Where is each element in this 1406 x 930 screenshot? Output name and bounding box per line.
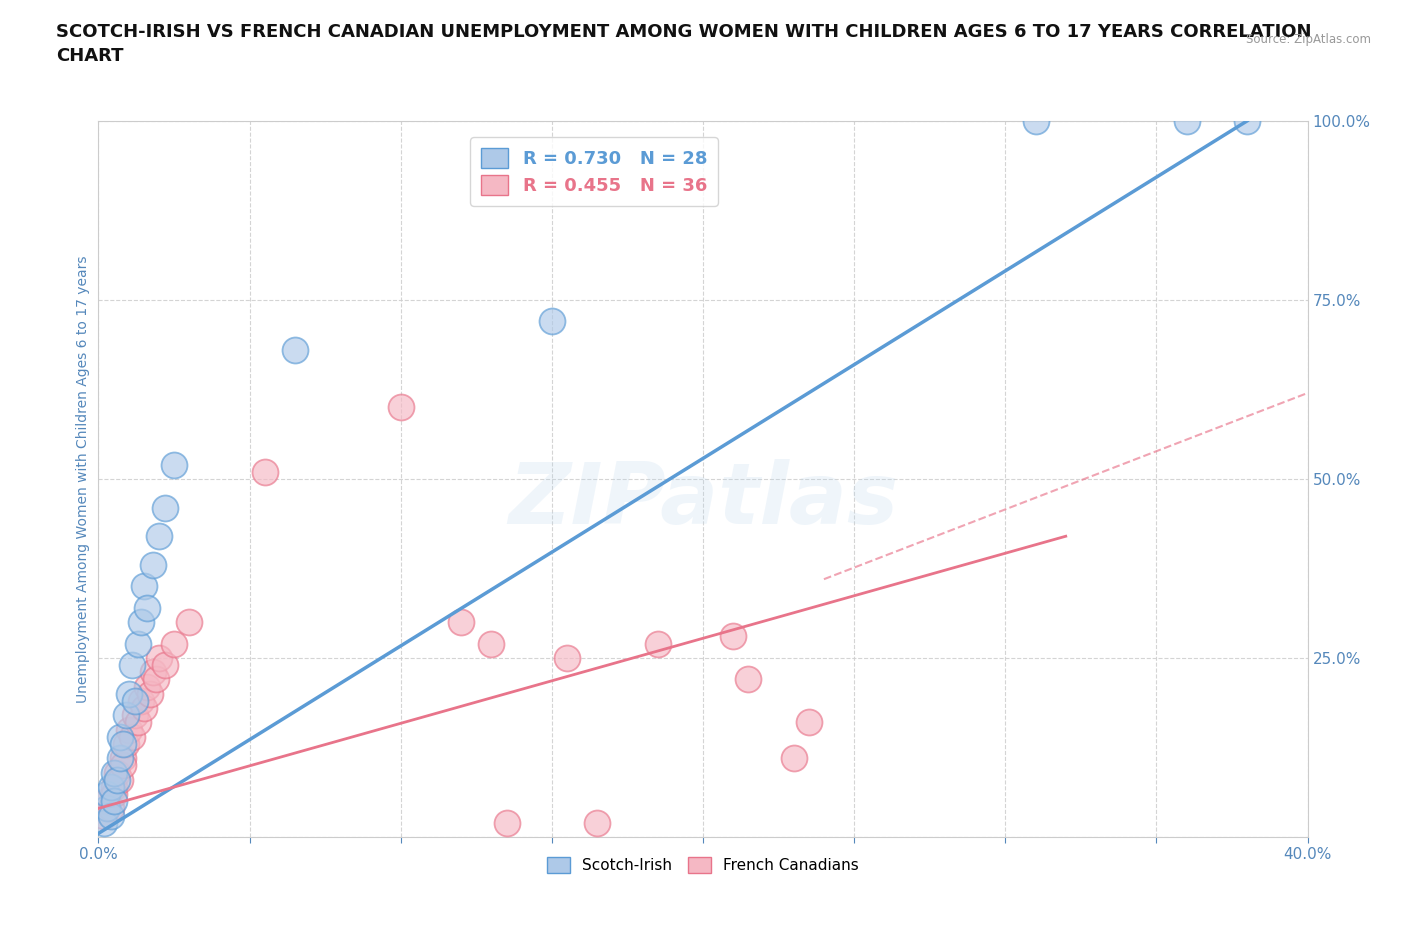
- Point: [647, 636, 669, 651]
- Point: [100, 801, 122, 816]
- Point: [163, 458, 186, 472]
- Point: [153, 500, 176, 515]
- Point: [179, 615, 201, 630]
- Point: [124, 694, 146, 709]
- Point: [111, 737, 134, 751]
- Point: [93, 816, 115, 830]
- Point: [163, 636, 186, 651]
- Point: [253, 464, 276, 479]
- Point: [103, 765, 125, 780]
- Point: [103, 779, 125, 794]
- Point: [1024, 113, 1046, 128]
- Point: [540, 314, 562, 329]
- Point: [1236, 113, 1258, 128]
- Point: [389, 400, 412, 415]
- Point: [108, 772, 131, 787]
- Text: SCOTCH-IRISH VS FRENCH CANADIAN UNEMPLOYMENT AMONG WOMEN WITH CHILDREN AGES 6 TO: SCOTCH-IRISH VS FRENCH CANADIAN UNEMPLOY…: [56, 23, 1312, 65]
- Point: [153, 658, 176, 672]
- Point: [121, 658, 143, 672]
- Point: [495, 816, 517, 830]
- Text: Source: ZipAtlas.com: Source: ZipAtlas.com: [1246, 33, 1371, 46]
- Point: [783, 751, 806, 765]
- Point: [284, 342, 307, 357]
- Point: [96, 801, 118, 816]
- Point: [108, 729, 131, 744]
- Point: [100, 779, 122, 794]
- Point: [555, 651, 578, 666]
- Point: [103, 794, 125, 809]
- Point: [121, 729, 143, 744]
- Point: [129, 694, 152, 709]
- Point: [93, 808, 115, 823]
- Point: [111, 758, 134, 773]
- Point: [105, 765, 128, 780]
- Y-axis label: Unemployment Among Women with Children Ages 6 to 17 years: Unemployment Among Women with Children A…: [76, 255, 90, 703]
- Point: [118, 686, 141, 701]
- Point: [129, 615, 152, 630]
- Point: [124, 708, 146, 723]
- Point: [586, 816, 609, 830]
- Point: [450, 615, 472, 630]
- Point: [103, 787, 125, 802]
- Point: [127, 715, 149, 730]
- Point: [481, 636, 503, 651]
- Point: [148, 651, 170, 666]
- Point: [118, 722, 141, 737]
- Point: [132, 700, 155, 715]
- Point: [114, 708, 136, 723]
- Point: [142, 665, 165, 680]
- Point: [96, 794, 118, 809]
- Point: [142, 557, 165, 572]
- Point: [797, 715, 820, 730]
- Point: [1175, 113, 1198, 128]
- Point: [135, 679, 157, 694]
- Point: [737, 672, 759, 687]
- Point: [148, 529, 170, 544]
- Point: [96, 787, 118, 802]
- Point: [139, 686, 162, 701]
- Point: [100, 808, 122, 823]
- Point: [111, 751, 134, 765]
- Point: [723, 629, 745, 644]
- Point: [135, 601, 157, 616]
- Point: [132, 578, 155, 594]
- Point: [114, 737, 136, 751]
- Point: [108, 751, 131, 765]
- Point: [127, 636, 149, 651]
- Legend: Scotch-Irish, French Canadians: Scotch-Irish, French Canadians: [541, 851, 865, 880]
- Text: ZIPatlas: ZIPatlas: [508, 458, 898, 542]
- Point: [105, 772, 128, 787]
- Point: [145, 672, 167, 687]
